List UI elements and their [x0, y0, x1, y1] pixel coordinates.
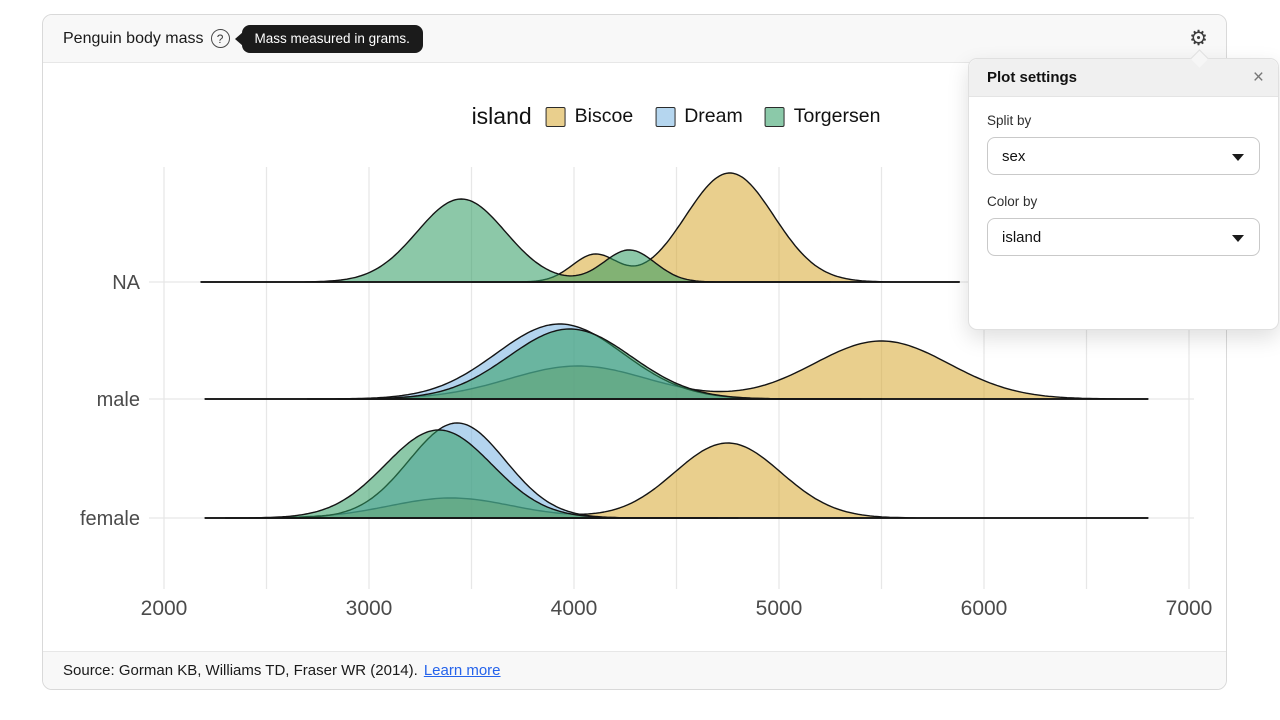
row-label: NA: [112, 272, 140, 294]
panel-body: Split by sex Color by island: [969, 97, 1278, 272]
panel-header: Plot settings ×: [969, 59, 1278, 97]
legend-label: Torgersen: [793, 105, 881, 127]
x-tick-label: 2000: [141, 597, 188, 620]
split-by-value: sex: [1002, 147, 1026, 165]
legend-swatch-icon: [545, 106, 566, 127]
gear-icon[interactable]: ⚙: [1189, 27, 1208, 50]
legend-entry: Biscoe: [545, 105, 634, 128]
x-tick-label: 3000: [346, 597, 393, 620]
legend-label: Biscoe: [574, 105, 634, 127]
legend-title: island: [471, 103, 532, 129]
close-icon[interactable]: ×: [1252, 67, 1264, 88]
x-tick-label: 5000: [756, 597, 803, 620]
page-title: Penguin body mass: [63, 29, 204, 47]
ridgeline-plot: 2000 3000 4000 5000 6000 7000 NA male female: [80, 167, 1213, 620]
source-text: Source: Gorman KB, Williams TD, Fraser W…: [63, 662, 418, 679]
legend-label: Dream: [684, 105, 743, 127]
legend: island Biscoe Dream Torgersen: [472, 103, 881, 130]
legend-swatch-icon: [764, 106, 785, 127]
learn-more-link[interactable]: Learn more: [423, 662, 501, 679]
card-header: Penguin body mass ? Mass measured in gra…: [43, 15, 1226, 63]
row-label: female: [80, 508, 140, 530]
x-tick-label: 4000: [551, 597, 598, 620]
legend-swatch-icon: [655, 106, 676, 127]
x-tick-label: 6000: [961, 597, 1008, 620]
color-by-select[interactable]: island: [987, 218, 1260, 256]
help-tooltip: Mass measured in grams.: [241, 24, 423, 53]
color-by-value: island: [1002, 228, 1042, 246]
color-by-label: Color by: [987, 194, 1038, 209]
color-by-field: Color by island: [987, 194, 1260, 256]
plot-area: 2000 3000 4000 5000 6000 7000 NA male female isl…: [43, 63, 1226, 653]
split-by-field: Split by sex: [987, 113, 1260, 175]
help-icon[interactable]: ?: [210, 29, 230, 48]
density-area-NA-Biscoe: [470, 172, 961, 283]
x-tick-label: 7000: [1166, 597, 1213, 620]
row-label: male: [97, 389, 140, 411]
split-by-label: Split by: [987, 113, 1032, 128]
card-footer: Source: Gorman KB, Williams TD, Fraser W…: [43, 651, 1226, 689]
legend-entry: Dream: [655, 105, 743, 128]
panel-title: Plot settings: [987, 69, 1078, 86]
legend-entry: Torgersen: [764, 105, 881, 128]
plot-settings-panel: Plot settings × Split by sex Color by is…: [968, 49, 1279, 330]
split-by-select[interactable]: sex: [987, 137, 1260, 175]
